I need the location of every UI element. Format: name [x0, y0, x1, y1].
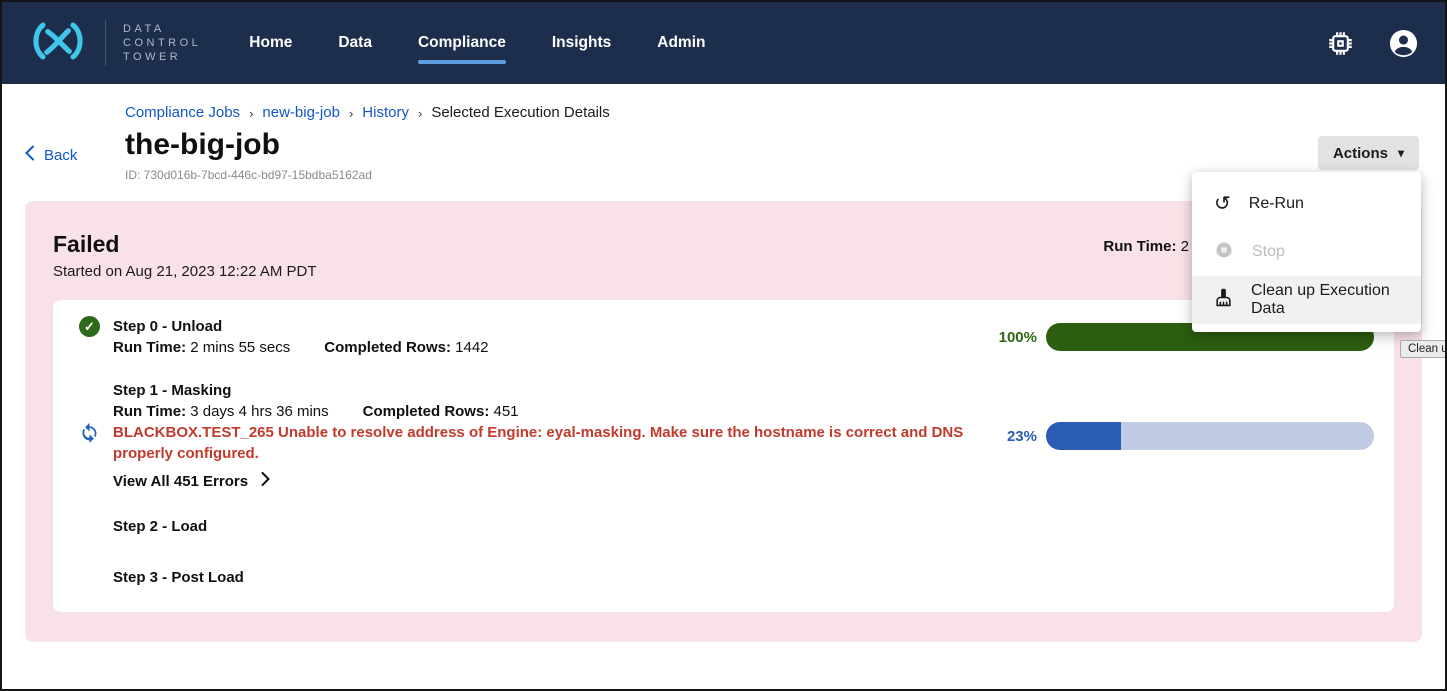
- brand-divider: [105, 20, 106, 66]
- brand: DATA CONTROL TOWER: [28, 20, 201, 67]
- account-icon[interactable]: [1388, 28, 1419, 59]
- step-title: Step 1 - Masking: [113, 382, 232, 399]
- step-completed-rows: Completed Rows: 451: [363, 401, 519, 422]
- step-row-1: Step 1 - Masking Run Time: 3 days 4 hrs …: [79, 380, 1374, 490]
- job-id: ID: 730d016b-7bcd-446c-bd97-15bdba5162ad: [125, 168, 372, 182]
- main-nav: Home Data Compliance Insights Admin: [249, 28, 706, 64]
- navbar-icons: [1327, 28, 1419, 59]
- brand-name: DATA CONTROL TOWER: [123, 22, 201, 64]
- completed-rows-value: 451: [489, 403, 519, 420]
- chevron-left-icon: [24, 145, 35, 165]
- nav-item-compliance[interactable]: Compliance: [417, 28, 506, 64]
- actions-label: Actions: [1332, 144, 1388, 162]
- step-2-content: Step 2 - Load: [79, 516, 207, 537]
- step-meta: Run Time: 2 mins 55 secs Completed Rows:…: [113, 337, 489, 358]
- step-meta: Run Time: 3 days 4 hrs 36 mins Completed…: [113, 401, 981, 422]
- run-time-label: Run Time:: [1103, 238, 1177, 255]
- chevron-right-icon: [261, 472, 270, 490]
- brand-line: DATA: [123, 23, 165, 35]
- breadcrumb-new-big-job[interactable]: new-big-job: [262, 104, 340, 121]
- brand-line: TOWER: [123, 51, 182, 63]
- step-run-time: Run Time: 3 days 4 hrs 36 mins: [113, 401, 329, 422]
- page-title: the-big-job: [125, 128, 280, 161]
- step-1-status: [79, 380, 113, 490]
- step-2-status: [79, 516, 113, 537]
- steps-card: ✓ Step 0 - Unload Run Time: 2 mins 55 se…: [53, 300, 1394, 612]
- menu-item-label: Stop: [1252, 243, 1285, 260]
- progress-percent: 23%: [1006, 427, 1037, 445]
- step-error-message: BLACKBOX.TEST_265 Unable to resolve addr…: [113, 424, 964, 462]
- run-time-label: Run Time:: [113, 339, 187, 356]
- menu-item-cleanup[interactable]: Clean up Execution Data: [1192, 276, 1421, 324]
- step-0-text: Step 0 - Unload Run Time: 2 mins 55 secs…: [113, 316, 489, 358]
- api-chip-icon[interactable]: [1327, 30, 1354, 57]
- step-completed-rows: Completed Rows: 1442: [324, 337, 488, 358]
- breadcrumb-current: Selected Execution Details: [431, 104, 610, 121]
- breadcrumb-compliance-jobs[interactable]: Compliance Jobs: [125, 104, 241, 121]
- step-0-content: ✓ Step 0 - Unload Run Time: 2 mins 55 se…: [79, 316, 489, 358]
- step-row-3: Step 3 - Post Load: [79, 567, 1374, 588]
- completed-rows-value: 1442: [450, 339, 489, 356]
- step-1-text: Step 1 - Masking Run Time: 3 days 4 hrs …: [113, 380, 981, 490]
- delphix-logo-icon: [28, 20, 88, 67]
- status-label: Failed: [53, 231, 120, 257]
- broom-icon: [1214, 288, 1233, 312]
- step-1-progress: 23%: [1007, 422, 1374, 450]
- menu-item-label: Clean up Execution Data: [1251, 282, 1390, 317]
- breadcrumb-separator-icon: ›: [348, 105, 354, 121]
- run-time-value: 2: [1176, 238, 1189, 255]
- step-title: Step 2 - Load: [113, 518, 208, 535]
- back-label: Back: [44, 146, 78, 164]
- actions-button[interactable]: Actions ▾: [1317, 136, 1419, 170]
- stop-icon: [1214, 240, 1234, 265]
- step-0-status: ✓: [79, 316, 113, 358]
- run-time-label: Run Time:: [113, 403, 187, 420]
- brand-line: CONTROL: [123, 37, 202, 49]
- completed-rows-label: Completed Rows:: [324, 339, 451, 356]
- cleanup-tooltip: Clean up: [1400, 340, 1445, 358]
- page-header: Back Compliance Jobs › new-big-job › His…: [2, 84, 1445, 182]
- step-run-time: Run Time: 2 mins 55 secs: [113, 337, 290, 358]
- nav-item-data[interactable]: Data: [338, 34, 372, 51]
- view-all-errors-label: View All 451 Errors: [113, 472, 249, 490]
- nav-item-insights[interactable]: Insights: [551, 34, 612, 51]
- step-title: Step 0 - Unload: [113, 318, 223, 335]
- menu-item-label: Re-Run: [1248, 195, 1304, 212]
- breadcrumb-history[interactable]: History: [362, 104, 409, 121]
- top-navbar: DATA CONTROL TOWER Home Data Compliance …: [2, 2, 1445, 84]
- started-timestamp: Started on Aug 21, 2023 12:22 AM PDT: [53, 263, 317, 280]
- rerun-icon: ↺: [1214, 193, 1231, 215]
- header-main: Compliance Jobs › new-big-job › History …: [125, 104, 1445, 182]
- step-3-status: [79, 567, 113, 588]
- progress-percent: 100%: [998, 328, 1037, 346]
- view-all-errors-link[interactable]: View All 451 Errors: [113, 472, 981, 490]
- menu-item-rerun[interactable]: ↺ Re-Run: [1192, 180, 1421, 228]
- step-title: Step 3 - Post Load: [113, 569, 244, 586]
- execution-status-card: Failed Started on Aug 21, 2023 12:22 AM …: [25, 201, 1422, 642]
- check-circle-icon: ✓: [79, 316, 100, 337]
- breadcrumb-separator-icon: ›: [417, 105, 423, 121]
- breadcrumb: Compliance Jobs › new-big-job › History …: [125, 104, 1445, 121]
- sync-icon: [79, 422, 113, 448]
- run-time-value: 3 days 4 hrs 36 mins: [186, 403, 329, 420]
- chevron-down-icon: ▾: [1397, 146, 1404, 160]
- back-button[interactable]: Back: [24, 145, 77, 165]
- nav-item-home[interactable]: Home: [249, 34, 293, 51]
- progress-bar: [1046, 422, 1374, 450]
- menu-item-stop: Stop: [1192, 228, 1421, 276]
- nav-item-admin[interactable]: Admin: [657, 34, 706, 51]
- step-row-2: Step 2 - Load: [79, 516, 1374, 537]
- run-time-value: 2 mins 55 secs: [186, 339, 291, 356]
- progress-fill: [1046, 422, 1122, 450]
- step-row-0: ✓ Step 0 - Unload Run Time: 2 mins 55 se…: [79, 316, 1374, 358]
- completed-rows-label: Completed Rows:: [362, 403, 490, 420]
- actions-dropdown-menu: ↺ Re-Run Stop Clean up Execution Data: [1192, 172, 1421, 332]
- execution-run-time: Run Time: 2: [1103, 238, 1189, 255]
- step-1-content: Step 1 - Masking Run Time: 3 days 4 hrs …: [79, 380, 981, 490]
- breadcrumb-separator-icon: ›: [249, 105, 254, 121]
- step-3-content: Step 3 - Post Load: [79, 567, 244, 588]
